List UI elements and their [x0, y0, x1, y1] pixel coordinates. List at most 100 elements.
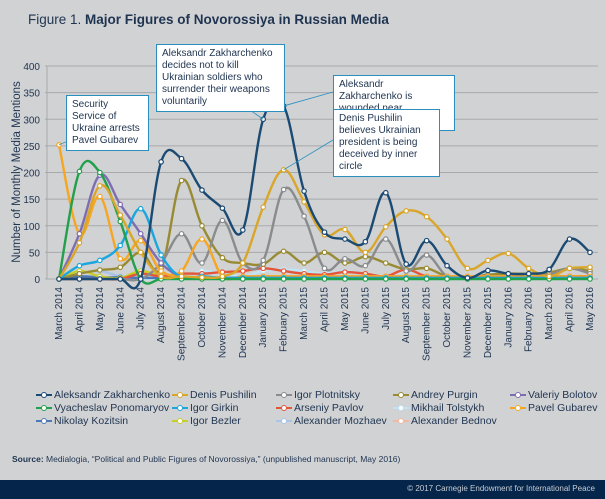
legend-swatch-icon	[36, 417, 52, 425]
x-tick-label: August 2015	[401, 287, 412, 344]
x-tick-label: June 2014	[115, 287, 126, 334]
y-tick-label: 150	[23, 195, 40, 206]
data-point	[505, 270, 512, 277]
data-point	[117, 218, 124, 225]
data-point	[587, 264, 593, 271]
legend-item: Aleksandr Zakharchenko	[36, 389, 172, 401]
data-point	[382, 276, 389, 282]
x-tick-label: July 2015	[381, 287, 392, 330]
data-point	[485, 276, 491, 282]
x-tick-label: December 2014	[238, 287, 249, 359]
data-point	[362, 238, 369, 245]
data-point	[342, 226, 348, 233]
data-point	[117, 264, 124, 271]
data-point	[260, 257, 267, 264]
series-line	[59, 97, 591, 290]
copyright: © 2017 Carnegie Endowment for Internatio…	[407, 484, 595, 493]
legend-label: Denis Pushilin	[190, 389, 257, 401]
figure-heading: Major Figures of Novorossiya in Russian …	[85, 12, 389, 27]
y-tick-label: 0	[34, 275, 40, 286]
data-point	[444, 262, 450, 269]
x-tick-label: October 2014	[197, 287, 208, 348]
data-point	[566, 276, 573, 282]
data-point	[342, 255, 348, 262]
data-point	[546, 273, 552, 280]
source-text: Medialogia, “Political and Public Figure…	[43, 454, 401, 464]
data-point	[199, 260, 205, 266]
data-point	[117, 212, 124, 218]
legend-label: Valeriy Bolotov	[528, 389, 598, 401]
legend-swatch-icon	[172, 417, 188, 425]
data-point	[117, 255, 124, 262]
data-point	[566, 236, 573, 242]
x-tick-label: May 2016	[585, 287, 596, 331]
data-point	[505, 276, 512, 282]
data-point	[117, 201, 124, 208]
legend-swatch-icon	[510, 391, 526, 399]
data-point	[158, 159, 164, 165]
data-point	[178, 268, 185, 274]
series-lines	[56, 97, 593, 290]
data-point	[158, 273, 164, 280]
data-point	[97, 257, 103, 264]
x-tick-label: September 2015	[422, 287, 433, 361]
legend-swatch-icon	[276, 391, 292, 399]
y-tick-label: 250	[23, 142, 40, 153]
data-point	[137, 205, 144, 212]
data-point	[301, 198, 307, 205]
data-point	[280, 276, 287, 282]
series-aleksandr-zakharchenko	[56, 97, 593, 290]
annotation-gubarev: Security Service of Ukraine arrests Pave…	[66, 95, 149, 151]
data-point	[56, 276, 62, 282]
legend-item: Valeriy Bolotov	[510, 389, 605, 401]
legend-label: Pavel Gubarev	[528, 402, 598, 414]
data-point	[382, 236, 389, 242]
y-tick-label: 300	[23, 115, 40, 126]
legend-item: Igor Girkin	[172, 402, 276, 414]
data-point	[423, 213, 430, 220]
data-point	[546, 266, 552, 273]
x-tick-label: February 2015	[279, 287, 290, 352]
data-point	[464, 265, 471, 272]
data-point	[485, 267, 491, 274]
annotation-leader-line	[283, 91, 334, 107]
data-point	[219, 273, 226, 280]
data-point	[117, 242, 124, 249]
data-point	[382, 260, 389, 266]
series-line	[57, 168, 591, 280]
data-point	[587, 249, 593, 256]
data-point	[403, 276, 409, 282]
legend-label: Aleksandr Zakharchenko	[54, 389, 171, 401]
data-point	[178, 177, 185, 184]
annotation-leader-line	[283, 139, 334, 171]
data-point	[97, 169, 103, 176]
series-line	[57, 159, 590, 285]
legend-label: Nikolay Kozitsin	[54, 415, 129, 427]
legend-swatch-icon	[393, 391, 409, 399]
series-line	[57, 173, 590, 280]
data-point	[137, 237, 144, 244]
legend-label: Igor Girkin	[190, 402, 239, 414]
data-point	[382, 224, 389, 230]
legend-swatch-icon	[510, 404, 526, 412]
data-point	[219, 254, 226, 261]
x-axis-ticks: March 2014 April 2014 May 2014 June 2014 Jul…	[54, 287, 596, 361]
x-tick-label: November 2014	[217, 287, 228, 359]
legend-swatch-icon	[36, 391, 52, 399]
data-point	[97, 276, 103, 282]
legend-label: Andrey Purgin	[411, 389, 478, 401]
data-point	[403, 261, 409, 267]
y-tick-label: 200	[23, 169, 40, 180]
x-tick-label: May 2014	[95, 287, 106, 331]
data-point	[97, 183, 103, 189]
data-point	[321, 249, 328, 256]
data-point	[280, 248, 287, 255]
legend-swatch-icon	[172, 391, 188, 399]
legend-swatch-icon	[276, 404, 292, 412]
y-tick-label: 400	[23, 62, 40, 73]
x-tick-label: January 2015	[258, 287, 269, 348]
source-label: Source:	[12, 454, 44, 464]
data-point	[219, 217, 226, 224]
legend-label: Alexander Bednov	[411, 415, 497, 427]
legend-swatch-icon	[393, 417, 409, 425]
